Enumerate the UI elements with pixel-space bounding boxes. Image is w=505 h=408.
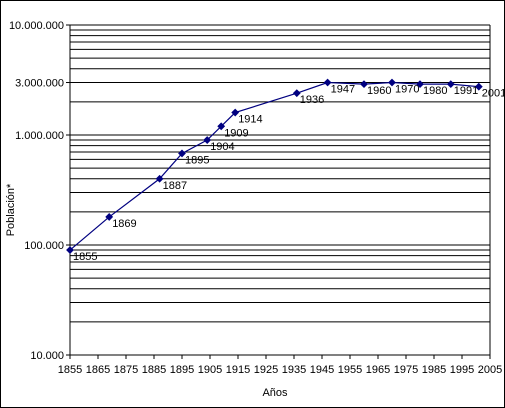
data-point-marker bbox=[474, 82, 483, 91]
data-point-marker bbox=[360, 80, 368, 89]
y-tick-label: 10.000.000 bbox=[9, 20, 64, 32]
x-tick-label: 2005 bbox=[478, 364, 502, 376]
x-tick-label: 1905 bbox=[198, 364, 222, 376]
axes bbox=[69, 25, 491, 356]
y-tick-labels: 10.000.000 3.000.000 1.000.000 100.000 10.00… bbox=[9, 20, 70, 362]
y-tick-label: 10.000 bbox=[30, 350, 64, 362]
data-point-marker bbox=[66, 246, 74, 254]
series bbox=[66, 78, 483, 254]
data-point-marker bbox=[203, 136, 212, 144]
data-point-marker bbox=[323, 78, 332, 87]
x-tick-label: 1855 bbox=[58, 364, 82, 376]
x-tick-label: 1865 bbox=[86, 364, 110, 376]
data-point-marker bbox=[446, 80, 455, 89]
grid bbox=[70, 24, 490, 356]
data-point-label: 1855 bbox=[73, 251, 97, 263]
x-axis-label: Años bbox=[262, 387, 288, 399]
y-axis-label: Población* bbox=[5, 183, 17, 236]
x-tick-label: 1955 bbox=[338, 364, 362, 376]
data-point-marker bbox=[155, 174, 164, 183]
x-tick-label: 1895 bbox=[170, 364, 194, 376]
data-point-label: 1936 bbox=[300, 94, 324, 106]
data-point-label: 1991 bbox=[454, 85, 478, 97]
x-tick-label: 1995 bbox=[450, 364, 474, 376]
data-point-label: 1904 bbox=[210, 141, 234, 153]
data-point-marker bbox=[388, 78, 396, 87]
data-point-marker bbox=[231, 108, 240, 117]
data-point-label: 1970 bbox=[395, 84, 419, 96]
x-tick-label: 1935 bbox=[282, 364, 306, 376]
data-point-marker bbox=[178, 149, 186, 158]
data-point-marker bbox=[416, 80, 424, 89]
x-tick-label: 1965 bbox=[366, 364, 390, 376]
series-line bbox=[69, 81, 479, 251]
data-point-label: 1914 bbox=[238, 114, 262, 126]
data-point-label: 2001 bbox=[482, 88, 505, 100]
data-point-label: 1947 bbox=[331, 84, 355, 96]
y-tick-label: 3.000.000 bbox=[15, 78, 64, 90]
data-point-marker bbox=[292, 89, 301, 98]
data-point-marker bbox=[217, 122, 226, 131]
x-tick-labels: 1855 1865 1875 1885 1895 1905 1915 1925 1935 1945… bbox=[58, 355, 502, 376]
data-point-label: 1895 bbox=[185, 154, 209, 166]
data-point-label: 1887 bbox=[163, 180, 187, 192]
x-tick-label: 1925 bbox=[254, 364, 278, 376]
x-tick-label: 1915 bbox=[226, 364, 250, 376]
x-tick-label: 1985 bbox=[422, 364, 446, 376]
y-tick-label: 100.000 bbox=[24, 240, 64, 252]
data-point-label: 1909 bbox=[224, 127, 248, 139]
y-tick-label: 1.000.000 bbox=[15, 130, 64, 142]
data-point-label: 1960 bbox=[367, 85, 391, 97]
data-point-marker bbox=[105, 213, 114, 221]
x-tick-label: 1975 bbox=[394, 364, 418, 376]
x-tick-label: 1945 bbox=[310, 364, 334, 376]
x-tick-label: 1885 bbox=[142, 364, 166, 376]
data-point-label: 1869 bbox=[112, 218, 136, 230]
x-tick-label: 1875 bbox=[114, 364, 138, 376]
data-point-label: 1980 bbox=[423, 85, 447, 97]
